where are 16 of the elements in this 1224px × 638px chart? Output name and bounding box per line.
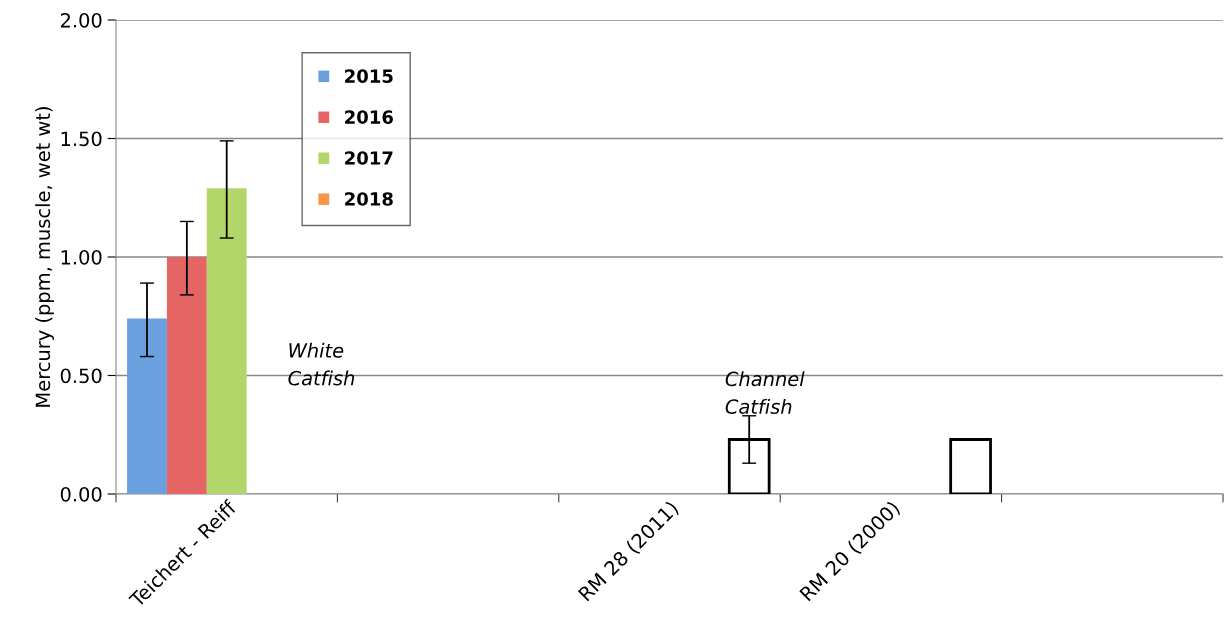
bar	[127, 318, 167, 494]
annotation: Channel Catfish	[725, 371, 805, 414]
y-tick-label: 2.00	[60, 12, 102, 28]
y-tick-label: 1.50	[61, 131, 102, 147]
annotation: White Catfish	[288, 342, 355, 386]
y-tick-label: 1.00	[61, 249, 102, 265]
bar	[206, 188, 247, 494]
legend-label: 2015	[345, 69, 393, 83]
bar	[166, 257, 207, 494]
legend-label: 2017	[345, 151, 393, 165]
y-tick-label: 0.50	[60, 368, 102, 384]
y-tick-label: 0.00	[60, 486, 102, 502]
legend-label: 2016	[345, 110, 393, 124]
y-axis-title: Mercury (ppm, muscle, wet wt)	[35, 107, 54, 407]
bar	[949, 438, 992, 494]
legend-label: 2018	[345, 192, 393, 206]
